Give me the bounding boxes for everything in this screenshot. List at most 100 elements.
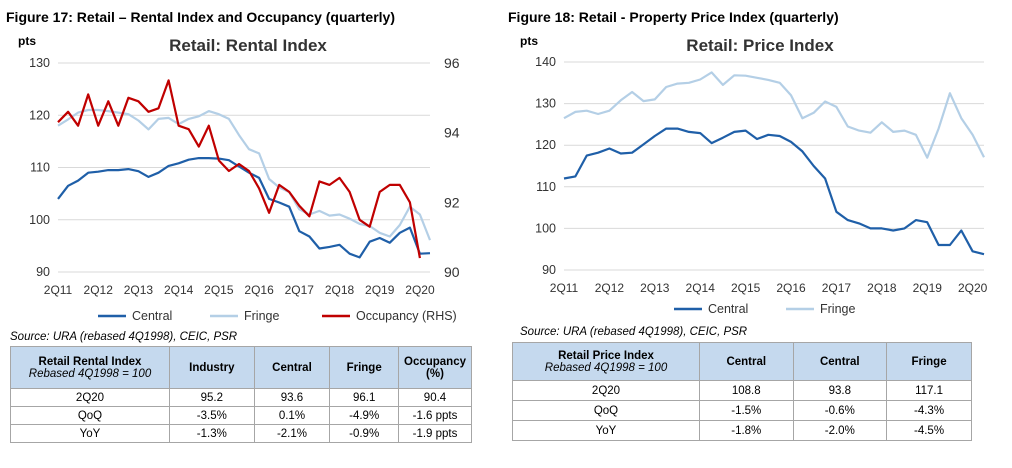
table-cell: -4.5% [886, 420, 972, 441]
series-line-central [563, 127, 985, 256]
header-sub-label: Rebased 4Q1998 = 100 [544, 361, 668, 374]
figure-title: Figure 17: Retail – Rental Index and Occ… [6, 9, 395, 25]
figure-17: Figure 17: Retail – Rental Index and Occ… [0, 0, 490, 468]
series-line-central [57, 157, 431, 259]
table-cell: -2.1% [253, 424, 331, 443]
x-tick-label: 2Q13 [124, 283, 154, 297]
y-tick-label: 130 [29, 56, 50, 70]
x-tick-label: 2Q20 [958, 281, 988, 295]
y2-tick-label: 94 [444, 125, 460, 141]
y-tick-label: 120 [535, 138, 556, 152]
table-row: YoY -1.3% -2.1% -0.9% -1.9 ppts [10, 424, 472, 443]
table-cell: -1.6 ppts [398, 406, 472, 425]
table-cell: 90.4 [398, 388, 472, 407]
legend-label: Central [708, 302, 748, 316]
price-index-chart: Retail: Price Index pts 90 100 110 120 130 14… [520, 34, 988, 316]
x-tick-label: 2Q18 [867, 281, 897, 295]
row-label: QoQ [10, 406, 170, 425]
rental-index-chart: Retail: Rental Index pts 90100110120130 … [18, 34, 460, 323]
header-main-label: Retail Rental Index [38, 355, 142, 368]
price-index-table: Retail Price Index Rebased 4Q1998 = 100 … [512, 342, 972, 441]
x-tick-label: 2Q11 [44, 283, 73, 297]
x-tick-label: 2Q19 [913, 281, 943, 295]
chart-title: Retail: Rental Index [169, 36, 327, 55]
x-tick-label: 2Q17 [285, 283, 315, 297]
figure-title: Figure 18: Retail - Property Price Index… [508, 9, 839, 25]
x-tick-label: 2Q12 [595, 281, 625, 295]
y-axis-label: pts [18, 34, 36, 48]
x-tick-label: 2Q15 [204, 283, 234, 297]
table-row: QoQ -1.5% -0.6% -4.3% [512, 400, 972, 421]
table-cell: -1.5% [699, 400, 794, 421]
table-cell: -0.6% [792, 400, 888, 421]
table-cell: 93.8 [792, 380, 888, 401]
series-line-fringe [57, 108, 432, 241]
column-header: Fringe [886, 342, 972, 381]
table-cell: -3.5% [169, 406, 255, 425]
legend-label: Occupancy (RHS) [356, 309, 457, 323]
source-note: Source: URA (rebased 4Q1998), CEIC, PSR [520, 326, 748, 338]
legend-label: Central [132, 309, 172, 323]
y-tick-label: 90 [36, 265, 50, 279]
row-label: 2Q20 [10, 388, 170, 407]
table-header-title: Retail Price Index Rebased 4Q1998 = 100 [512, 342, 700, 381]
x-tick-label: 2Q12 [84, 283, 114, 297]
x-tick-label: 2Q13 [640, 281, 670, 295]
y2-tick-label: 90 [444, 264, 460, 280]
table-cell: 93.6 [253, 388, 331, 407]
y-tick-label: 100 [535, 221, 556, 235]
x-tick-label: 2Q14 [164, 283, 194, 297]
x-tick-label: 2Q17 [822, 281, 852, 295]
y-tick-label: 100 [29, 213, 50, 227]
column-header: Central [699, 342, 794, 381]
x-tick-label: 2Q11 [550, 281, 579, 295]
table-row: 2Q20 95.2 93.6 96.1 90.4 [10, 388, 472, 407]
chart-title: Retail: Price Index [686, 36, 834, 55]
column-header: Central [253, 346, 331, 389]
series-line-fringe [563, 71, 985, 159]
y2-tick-label: 92 [444, 194, 460, 210]
table-row: QoQ -3.5% 0.1% -4.9% -1.6 ppts [10, 406, 472, 425]
legend-label: Fringe [244, 309, 279, 323]
x-tick-label: 2Q16 [244, 283, 274, 297]
y-tick-label: 110 [30, 161, 50, 175]
x-tick-label: 2Q19 [365, 283, 395, 297]
x-tick-label: 2Q16 [776, 281, 806, 295]
x-tick-label: 2Q18 [325, 283, 355, 297]
y-tick-label: 120 [29, 108, 50, 122]
row-label: 2Q20 [512, 380, 700, 401]
table-cell: 96.1 [329, 388, 399, 407]
x-tick-label: 2Q14 [686, 281, 716, 295]
y-tick-label: 130 [535, 97, 556, 111]
figure-18: Figure 18: Retail - Property Price Index… [506, 0, 1006, 468]
column-header: Central [792, 342, 888, 381]
table-cell: 95.2 [169, 388, 255, 407]
table-cell: -1.3% [169, 424, 255, 443]
column-header: Fringe [329, 346, 399, 389]
row-label: YoY [10, 424, 170, 443]
table-cell: -1.9 ppts [398, 424, 472, 443]
row-label: YoY [512, 420, 700, 441]
table-row: YoY -1.8% -2.0% -4.5% [512, 420, 972, 441]
y-tick-label: 140 [535, 55, 556, 69]
row-label: QoQ [512, 400, 700, 421]
table-cell: -4.3% [886, 400, 972, 421]
header-sub-label: Rebased 4Q1998 = 100 [28, 367, 152, 380]
table-cell: 108.8 [699, 380, 794, 401]
rental-index-table: Retail Rental Index Rebased 4Q1998 = 100… [10, 346, 472, 443]
table-cell: 117.1 [886, 380, 972, 401]
y-axis-label: pts [520, 34, 538, 48]
table-cell: -1.8% [699, 420, 794, 441]
table-row: 2Q20 108.8 93.8 117.1 [512, 380, 972, 401]
header-main-label: Retail Price Index [558, 349, 654, 362]
table-cell: -2.0% [792, 420, 888, 441]
legend-label: Fringe [820, 302, 855, 316]
table-cell: -4.9% [329, 406, 399, 425]
y2-tick-label: 96 [444, 55, 460, 71]
y-tick-label: 90 [542, 263, 556, 277]
source-note: Source: URA (rebased 4Q1998), CEIC, PSR [10, 331, 238, 343]
series-line-occupancy-rhs [57, 79, 421, 259]
y-tick-label: 110 [536, 180, 556, 194]
table-cell: 0.1% [253, 406, 331, 425]
table-header-title: Retail Rental Index Rebased 4Q1998 = 100 [10, 346, 170, 389]
